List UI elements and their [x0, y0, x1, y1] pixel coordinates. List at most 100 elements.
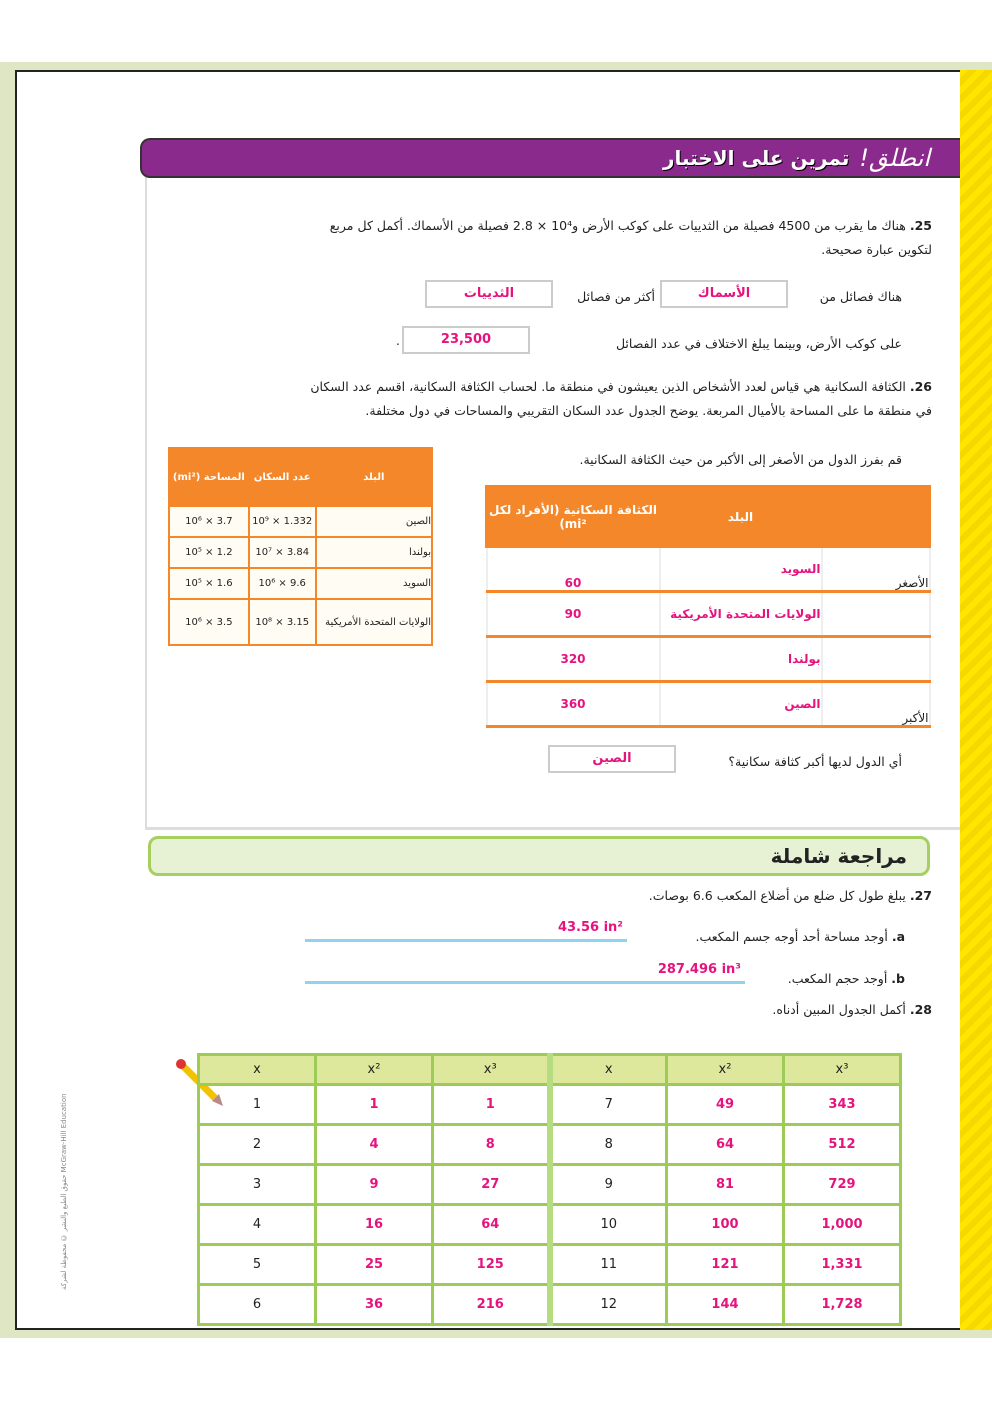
answer-cell[interactable]: 216: [431, 1283, 551, 1326]
q26-question: أي الدول لديها أكبر كثافة سكانية؟: [728, 754, 902, 769]
answer-cell[interactable]: 100: [665, 1203, 785, 1246]
cell: 3.7 × 10⁶: [168, 505, 250, 538]
answer-box-difference[interactable]: 23,500: [402, 326, 530, 354]
cell: الصين: [314, 505, 434, 538]
answer-cell[interactable]: الولايات المتحدة الأمريكية: [658, 590, 823, 638]
q27b: b. أوجد حجم المكعب.: [750, 967, 905, 991]
cell: 3.15 × 10⁸: [247, 598, 317, 646]
q27a: a. أوجد مساحة أحد أوجه جسم المكعب.: [630, 925, 905, 949]
answer-cell[interactable]: 25: [314, 1243, 434, 1286]
cell: 3.5 × 10⁶: [168, 598, 250, 646]
q26-number: 26.: [909, 379, 932, 394]
q25-period: .: [396, 334, 400, 348]
cell: 1.332 × 10⁹: [247, 505, 317, 538]
answer-cell[interactable]: 16: [314, 1203, 434, 1246]
answer-cell[interactable]: 36: [314, 1283, 434, 1326]
answer-cell[interactable]: 64: [665, 1123, 785, 1166]
answer-cell[interactable]: 360: [485, 680, 661, 728]
q27-body: يبلغ طول كل ضلع من أضلاع المكعب 6.6 بوصا…: [648, 888, 906, 903]
given-cell: 2: [197, 1123, 317, 1166]
powers-table: x x² x³ x x² x³ 1 1 1 7 49 343 2 4 8 8 64 512 3 9 27 9 81 729 4…: [197, 1053, 902, 1326]
table-row: السويد 9.6 × 10⁶ 1.6 × 10⁵: [168, 567, 434, 600]
answer-cell[interactable]: 729: [782, 1163, 902, 1206]
answer-cell[interactable]: 144: [665, 1283, 785, 1326]
q27b-text: أوجد حجم المكعب.: [787, 971, 888, 986]
header-population: عدد السكان: [247, 447, 317, 507]
answer-cell[interactable]: 4: [314, 1123, 434, 1166]
answer-cell[interactable]: 90: [485, 590, 661, 638]
table-row: الصين 1.332 × 10⁹ 3.7 × 10⁶: [168, 505, 434, 538]
rank-label: الأكبر: [820, 680, 931, 728]
header-density: الكثافة السكانية (الأفراد لكل mi²): [485, 485, 661, 548]
answer-cell[interactable]: 512: [782, 1123, 902, 1166]
table-row: 5 25 125 11 121 1,331: [197, 1243, 902, 1286]
answer-cell[interactable]: 64: [431, 1203, 551, 1246]
answer-cell[interactable]: 1: [431, 1083, 551, 1126]
table-row: بولندا 320: [485, 635, 931, 683]
answer-box-mammals[interactable]: الثدييات: [425, 280, 553, 308]
answer-cell[interactable]: 1: [314, 1083, 434, 1126]
rank-label: [820, 635, 931, 683]
answer-cell[interactable]: بولندا: [658, 635, 823, 683]
answer-cell[interactable]: 1,728: [782, 1283, 902, 1326]
answer-line-face-area[interactable]: 43.56 in²: [305, 920, 627, 942]
q27-number: 27.: [909, 888, 932, 903]
density-sort-table: البلد الكثافة السكانية (الأفراد لكل mi²) …: [485, 485, 931, 728]
header-country: البلد: [314, 447, 434, 507]
header-cell: x³: [782, 1053, 902, 1086]
given-cell: 7: [546, 1083, 668, 1126]
given-cell: 5: [197, 1243, 317, 1286]
cell: بولندا: [314, 536, 434, 569]
header-cell: x³: [431, 1053, 551, 1086]
answer-cell[interactable]: 81: [665, 1163, 785, 1206]
answer-cell[interactable]: الصين: [658, 680, 823, 728]
review-banner: مراجعة شاملة: [148, 836, 930, 876]
answer-cell[interactable]: 49: [665, 1083, 785, 1126]
table-row: 3 9 27 9 81 729: [197, 1163, 902, 1206]
answer-cell[interactable]: السويد: [658, 545, 823, 593]
answer-line-volume[interactable]: 287.496 in³: [305, 962, 745, 984]
header-area: المساحة (mi²): [168, 447, 250, 507]
answer-cell[interactable]: 343: [782, 1083, 902, 1126]
answer-cell[interactable]: 9: [314, 1163, 434, 1206]
header-cell: x: [197, 1053, 317, 1086]
answer-cell[interactable]: 60: [485, 545, 661, 593]
table-row: الأكبر الصين 360: [485, 680, 931, 728]
answer-box-fish[interactable]: الأسماك: [660, 280, 788, 308]
answer-cell[interactable]: 320: [485, 635, 661, 683]
answer-box-densest[interactable]: الصين: [548, 745, 676, 773]
answer-cell[interactable]: 27: [431, 1163, 551, 1206]
header-cell: x²: [665, 1053, 785, 1086]
answer-cell[interactable]: 125: [431, 1243, 551, 1286]
table-row: 6 36 216 12 144 1,728: [197, 1283, 902, 1326]
population-data-table: البلد عدد السكان المساحة (mi²) الصين 1.332 …: [168, 447, 434, 646]
given-cell: 3: [197, 1163, 317, 1206]
given-cell: 1: [197, 1083, 317, 1126]
table-row: 4 16 64 10 100 1,000: [197, 1203, 902, 1246]
given-cell: 8: [546, 1123, 668, 1166]
q25-text: 25. هناك ما يقرب من 4500 فصيلة من الثديي…: [320, 214, 932, 262]
q25-body: هناك ما يقرب من 4500 فصيلة من الثدييات ع…: [329, 218, 932, 257]
section-banner: انطلق! تمرين على الاختبار: [140, 138, 960, 178]
given-cell: 11: [546, 1243, 668, 1286]
header-country: البلد: [658, 485, 823, 548]
cell: 3.84 × 10⁷: [247, 536, 317, 569]
q26-body: الكثافة السكانية هي قياس لعدد الأشخاص ال…: [310, 379, 932, 418]
q27a-text: أوجد مساحة أحد أوجه جسم المكعب.: [695, 929, 888, 944]
given-cell: 10: [546, 1203, 668, 1246]
table-row: 2 4 8 8 64 512: [197, 1123, 902, 1166]
answer-cell[interactable]: 121: [665, 1243, 785, 1286]
answer-cell[interactable]: 1,331: [782, 1243, 902, 1286]
header-cell: x²: [314, 1053, 434, 1086]
table-row: الولايات المتحدة الأمريكية 90: [485, 590, 931, 638]
table-row: بولندا 3.84 × 10⁷ 1.2 × 10⁵: [168, 536, 434, 569]
given-cell: 4: [197, 1203, 317, 1246]
q25-line2: على كوكب الأرض، وبينما يبلغ الاختلاف في …: [615, 336, 902, 351]
table-row: 1 1 1 7 49 343: [197, 1083, 902, 1126]
cell: السويد: [314, 567, 434, 600]
q26-instruction: قم بفرز الدول من الأصغر إلى الأكبر من حي…: [579, 452, 903, 467]
review-title: مراجعة شاملة: [770, 844, 907, 868]
rank-label: الأصغر: [820, 545, 931, 593]
answer-cell[interactable]: 8: [431, 1123, 551, 1166]
answer-cell[interactable]: 1,000: [782, 1203, 902, 1246]
